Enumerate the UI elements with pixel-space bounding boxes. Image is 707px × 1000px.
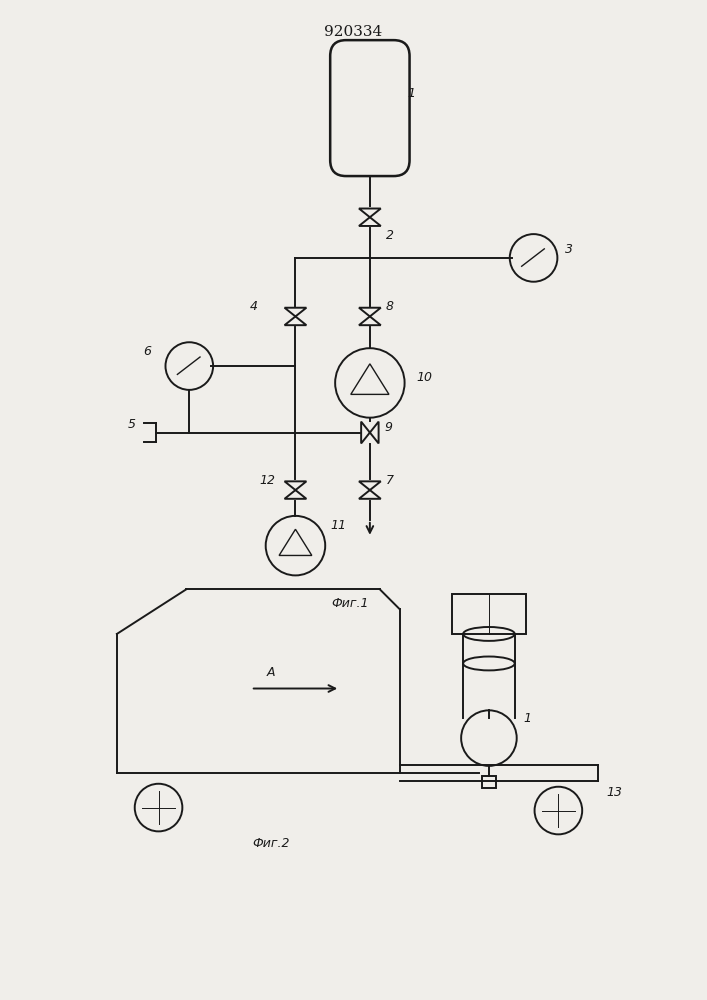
Text: Фиг.1: Фиг.1 xyxy=(332,597,369,610)
Text: 2: 2 xyxy=(386,229,394,242)
Text: Фиг.2: Фиг.2 xyxy=(252,837,289,850)
Text: 6: 6 xyxy=(144,345,151,358)
Text: 7: 7 xyxy=(386,474,394,487)
Text: 5: 5 xyxy=(128,418,136,431)
Text: 1: 1 xyxy=(524,712,532,725)
Bar xyxy=(452,594,526,634)
Text: 11: 11 xyxy=(330,519,346,532)
Text: 3: 3 xyxy=(566,243,573,256)
Text: 12: 12 xyxy=(259,474,276,487)
Text: 13: 13 xyxy=(606,786,622,799)
Text: 8: 8 xyxy=(386,300,394,313)
Text: 1: 1 xyxy=(407,87,416,100)
Text: 920334: 920334 xyxy=(324,25,382,39)
Text: 4: 4 xyxy=(250,300,258,313)
Text: 10: 10 xyxy=(416,371,433,384)
Bar xyxy=(482,776,496,788)
Text: A: A xyxy=(267,666,275,679)
Text: 9: 9 xyxy=(385,421,393,434)
